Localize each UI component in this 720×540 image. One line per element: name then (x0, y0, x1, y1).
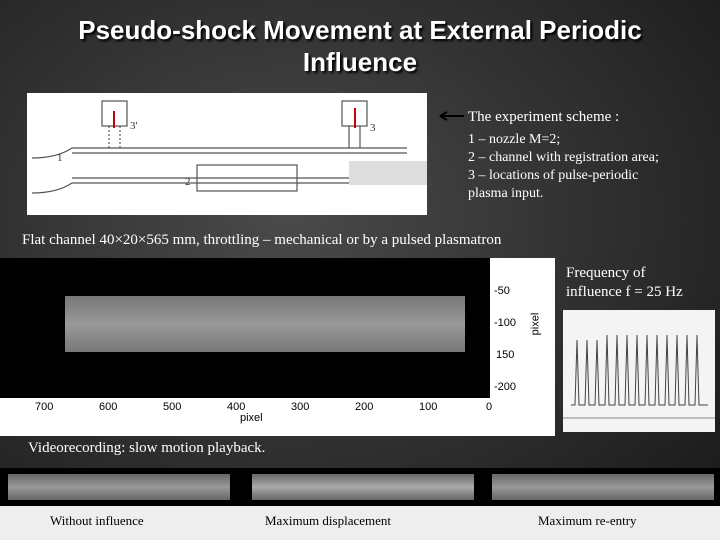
frequency-text: influence f = 25 Hz (566, 284, 683, 300)
x-tick: 100 (419, 401, 438, 413)
video-label: Maximum re-entry (538, 513, 637, 528)
video-label: Maximum displacement (265, 513, 392, 528)
x-tick: 0 (486, 401, 493, 413)
video-label: Without influence (50, 513, 144, 528)
y-tick: 150 (496, 349, 515, 361)
title-line: Influence (302, 47, 418, 77)
frame (252, 474, 474, 500)
scheme-label: 1 (57, 152, 63, 164)
frequency-text: Frequency of (566, 265, 646, 281)
caption: Flat channel 40×20×565 mm, throttling – … (22, 232, 502, 248)
frame (492, 474, 714, 500)
scheme-diagram: 3' 3 1 2 (27, 93, 427, 215)
legend-item: 2 – channel with registration area; (468, 150, 659, 165)
y-tick: -50 (494, 285, 510, 297)
x-tick: 400 (227, 401, 246, 413)
title-line: Pseudo-shock Movement at External Period… (78, 15, 642, 45)
x-label: pixel (240, 412, 263, 424)
x-tick: 600 (99, 401, 118, 413)
legend-item: 1 – nozzle M=2; (468, 132, 561, 147)
x-tick: 300 (291, 401, 310, 413)
y-label: pixel (529, 312, 542, 336)
legend-title: The experiment scheme : (468, 109, 620, 125)
image-channel (65, 296, 465, 352)
legend-item: plasma input. (468, 186, 544, 201)
arrow (439, 111, 464, 121)
oscillogram (563, 310, 715, 432)
image-black (0, 258, 490, 398)
scheme-label: 2 (185, 176, 191, 188)
frame (8, 474, 230, 500)
scheme-label: 3 (370, 122, 376, 134)
y-tick: -200 (494, 381, 517, 393)
video-title: Videorecording: slow motion playback. (28, 440, 266, 456)
x-tick: 700 (35, 401, 54, 413)
legend-item: 3 – locations of pulse-periodic (468, 168, 639, 183)
y-tick: -100 (494, 317, 517, 329)
video-strip (0, 468, 720, 506)
x-tick: 500 (163, 401, 182, 413)
label-bar (0, 506, 720, 540)
image-plot: 700 600 500 400 300 200 100 0 pixel -50 … (0, 258, 555, 436)
scheme-label: 3' (130, 120, 138, 132)
x-tick: 200 (355, 401, 374, 413)
